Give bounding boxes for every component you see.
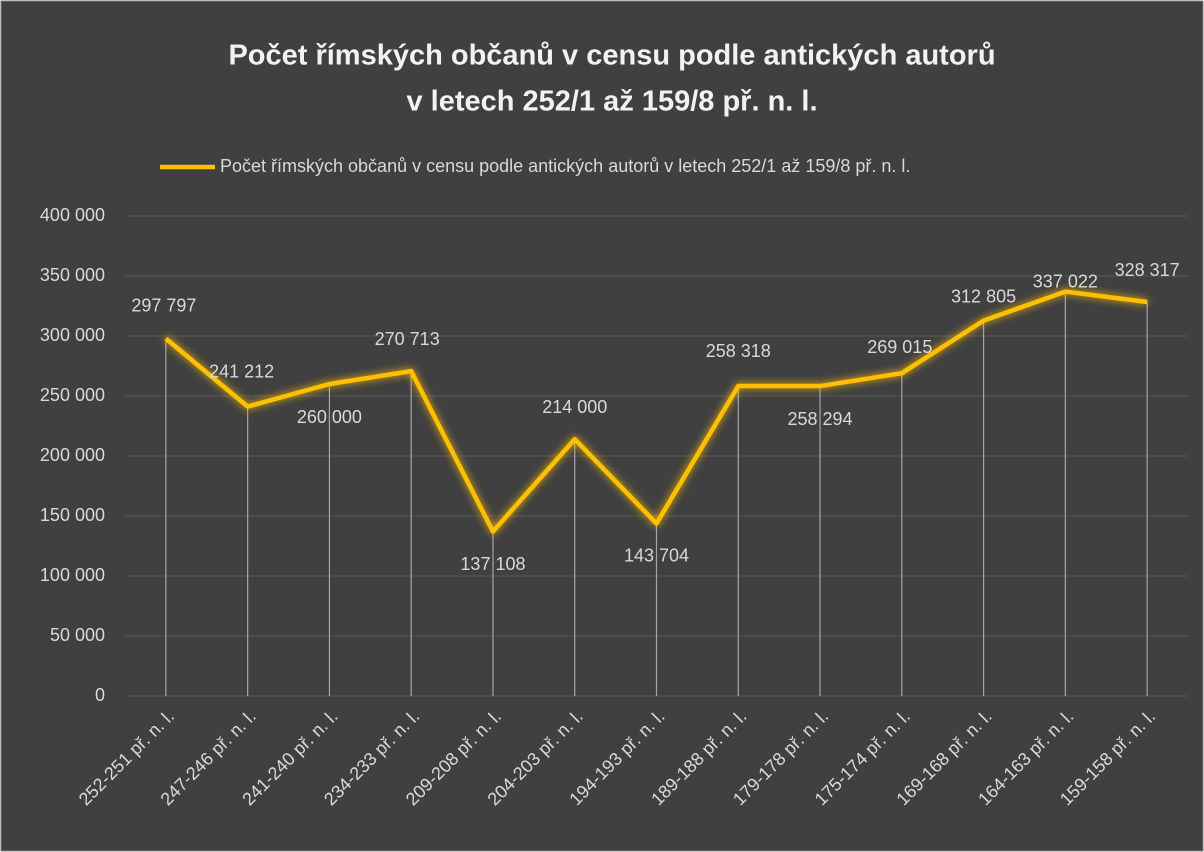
y-tick-label: 50 000 [50,625,105,645]
data-label: 241 212 [209,361,274,381]
data-label: 137 108 [460,554,525,574]
y-tick-label: 100 000 [40,565,105,585]
data-label: 337 022 [1033,271,1098,291]
data-label: 328 317 [1115,260,1180,280]
y-tick-label: 400 000 [40,205,105,225]
y-tick-label: 200 000 [40,445,105,465]
chart-title: Počet římských občanů v censu podle anti… [228,40,995,72]
series-line [164,289,1148,534]
data-label: 260 000 [297,407,362,427]
data-label: 297 797 [131,295,196,315]
y-tick-label: 300 000 [40,325,105,345]
y-tick-label: 150 000 [40,505,105,525]
y-tick-label: 350 000 [40,265,105,285]
data-label: 258 318 [706,341,771,361]
y-tick-label: 0 [95,685,105,705]
data-label: 143 704 [624,545,689,565]
data-label: 258 294 [787,409,852,429]
chart-title: v letech 252/1 až 159/8 př. n. l. [406,86,817,118]
data-label: 269 015 [867,337,932,357]
y-tick-label: 250 000 [40,385,105,405]
data-label: 270 713 [375,329,440,349]
data-label: 312 805 [951,286,1016,306]
legend-label: Počet římských občanů v censu podle anti… [220,156,910,176]
data-label: 214 000 [542,397,607,417]
